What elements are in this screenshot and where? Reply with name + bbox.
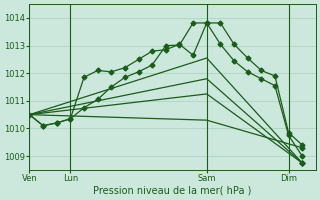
X-axis label: Pression niveau de la mer( hPa ): Pression niveau de la mer( hPa ) (93, 186, 252, 196)
